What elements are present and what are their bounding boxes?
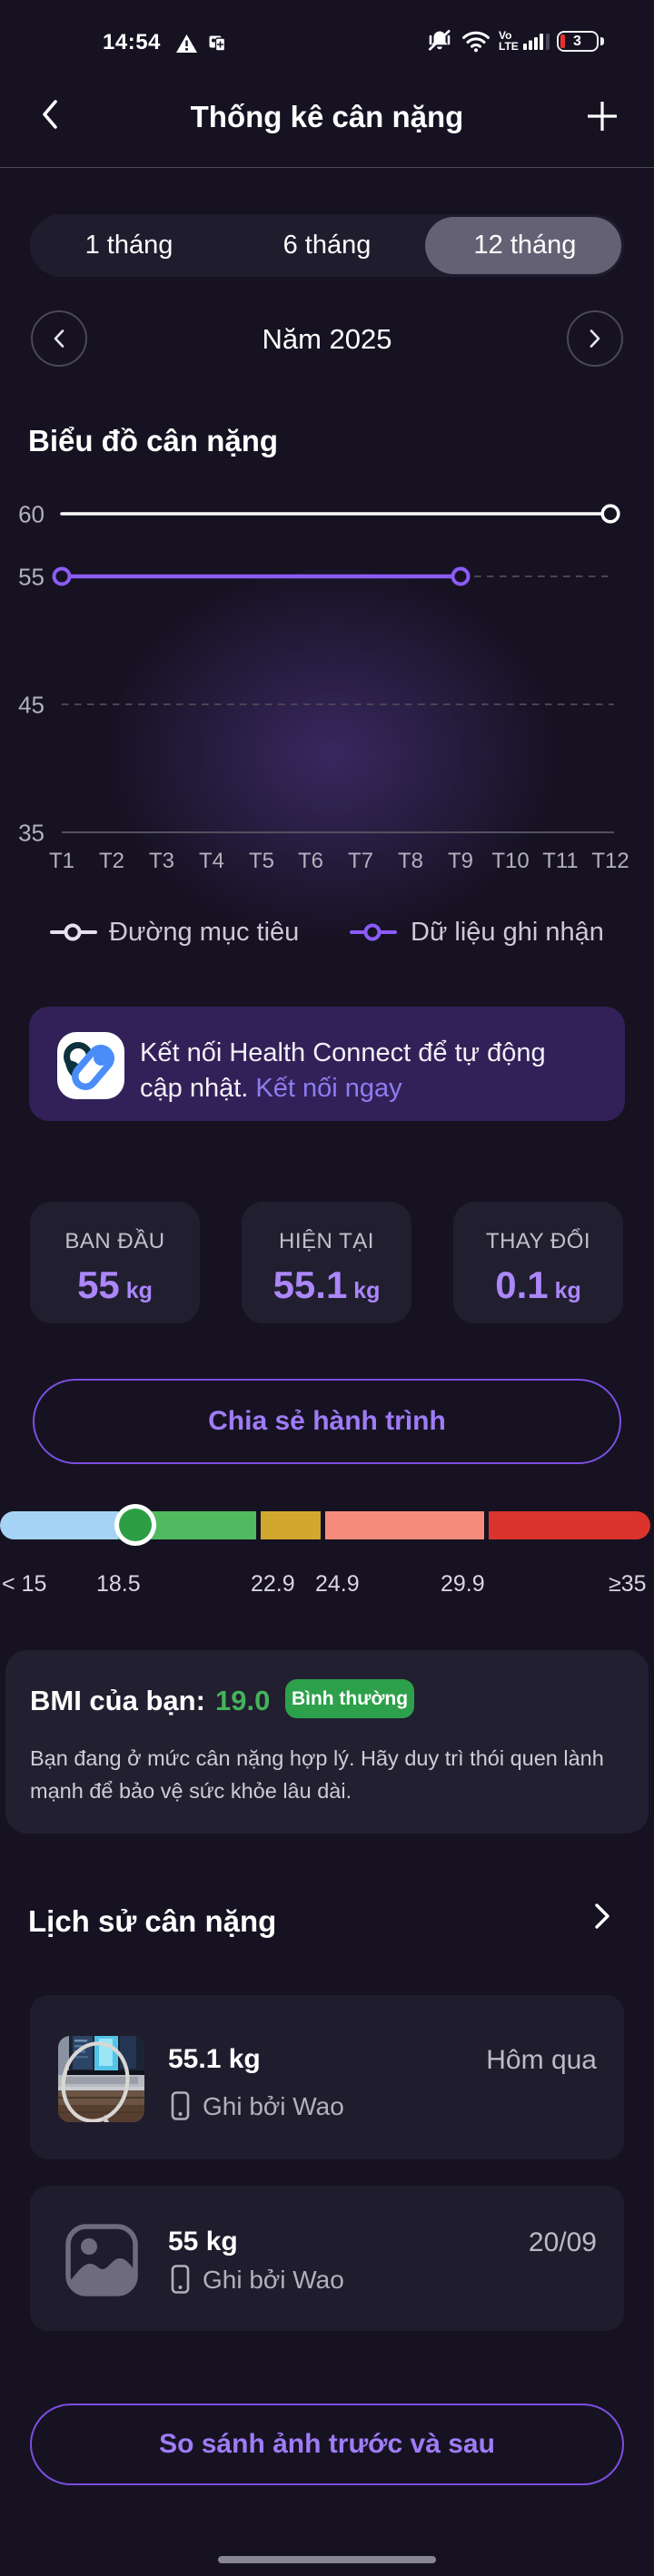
svg-text:45: 45	[18, 692, 45, 719]
svg-text:T5: T5	[249, 849, 274, 873]
svg-text:35: 35	[18, 820, 45, 847]
svg-text:T4: T4	[199, 849, 224, 873]
svg-text:T9: T9	[448, 849, 473, 873]
svg-text:60: 60	[18, 501, 45, 528]
svg-text:T7: T7	[348, 849, 373, 873]
svg-text:T2: T2	[99, 849, 124, 873]
svg-text:T6: T6	[298, 849, 323, 873]
svg-text:T3: T3	[149, 849, 174, 873]
svg-text:T11: T11	[542, 849, 579, 873]
svg-text:T1: T1	[49, 849, 74, 873]
svg-text:T8: T8	[398, 849, 423, 873]
svg-text:T10: T10	[491, 849, 529, 873]
svg-text:T12: T12	[591, 849, 629, 873]
svg-text:55: 55	[18, 564, 45, 591]
